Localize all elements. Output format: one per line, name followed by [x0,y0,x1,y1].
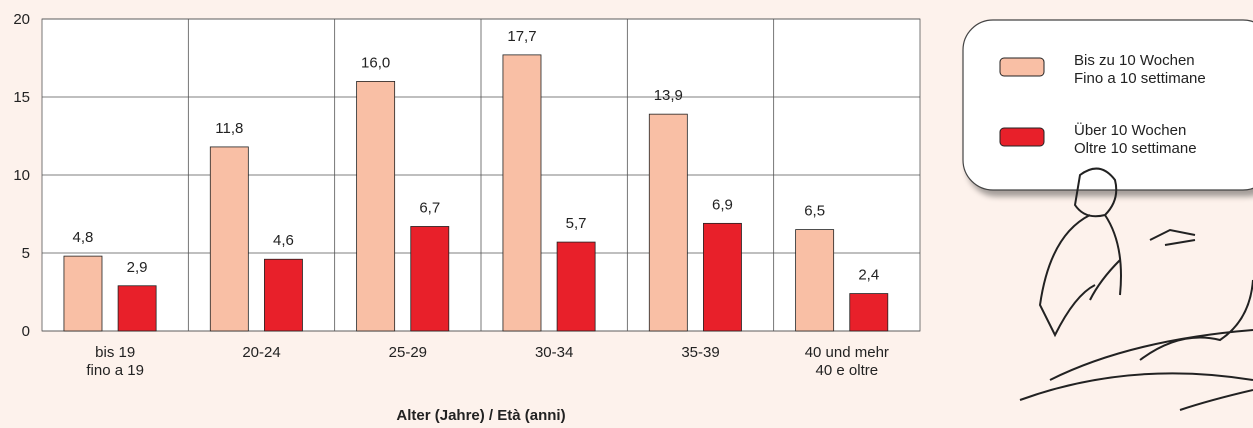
x-tick-label: 20-24 [242,344,280,361]
value-label: 5,7 [566,215,587,232]
bar [264,258,303,332]
bar [849,293,889,332]
value-label: 13,9 [654,87,683,104]
legend-label: Über 10 Wochen Oltre 10 settimane [1074,121,1197,157]
y-tick-label: 20 [13,11,30,28]
value-label: 6,5 [804,203,825,220]
x-tick-label: bis 19 fino a 19 [86,344,144,379]
value-label: 2,9 [127,259,148,276]
x-tick-label: 25-29 [389,344,427,361]
x-tick-label: 30-34 [535,344,573,361]
bar [63,255,103,332]
illustration [1019,167,1253,411]
value-label: 4,8 [73,229,94,246]
x-axis-title: Alter (Jahre) / Età (anni) [396,407,565,424]
bar [410,226,450,332]
bar [356,81,396,332]
legend-swatch [999,57,1045,77]
bar [117,285,157,332]
value-label: 6,7 [419,199,440,216]
value-label: 17,7 [507,28,536,45]
value-label: 2,4 [858,267,879,284]
value-label: 6,9 [712,196,733,213]
bar [556,241,596,332]
x-tick-label: 35-39 [681,344,719,361]
legend-box [962,19,1253,191]
bar [502,54,542,332]
legend-label: Bis zu 10 Wochen Fino a 10 settimane [1074,52,1206,87]
y-tick-label: 5 [22,245,30,262]
bar [209,146,249,332]
value-label: 16,0 [361,54,390,71]
y-tick-label: 15 [13,89,30,106]
y-tick-label: 10 [13,167,30,184]
y-tick-label: 0 [22,323,30,340]
bar [703,222,742,332]
value-label: 11,8 [215,120,243,137]
bar [795,229,835,332]
legend-swatch [999,127,1045,147]
bar [648,113,688,332]
x-tick-label: 40 und mehr 40 e oltre [805,344,889,379]
value-label: 4,6 [273,232,294,249]
